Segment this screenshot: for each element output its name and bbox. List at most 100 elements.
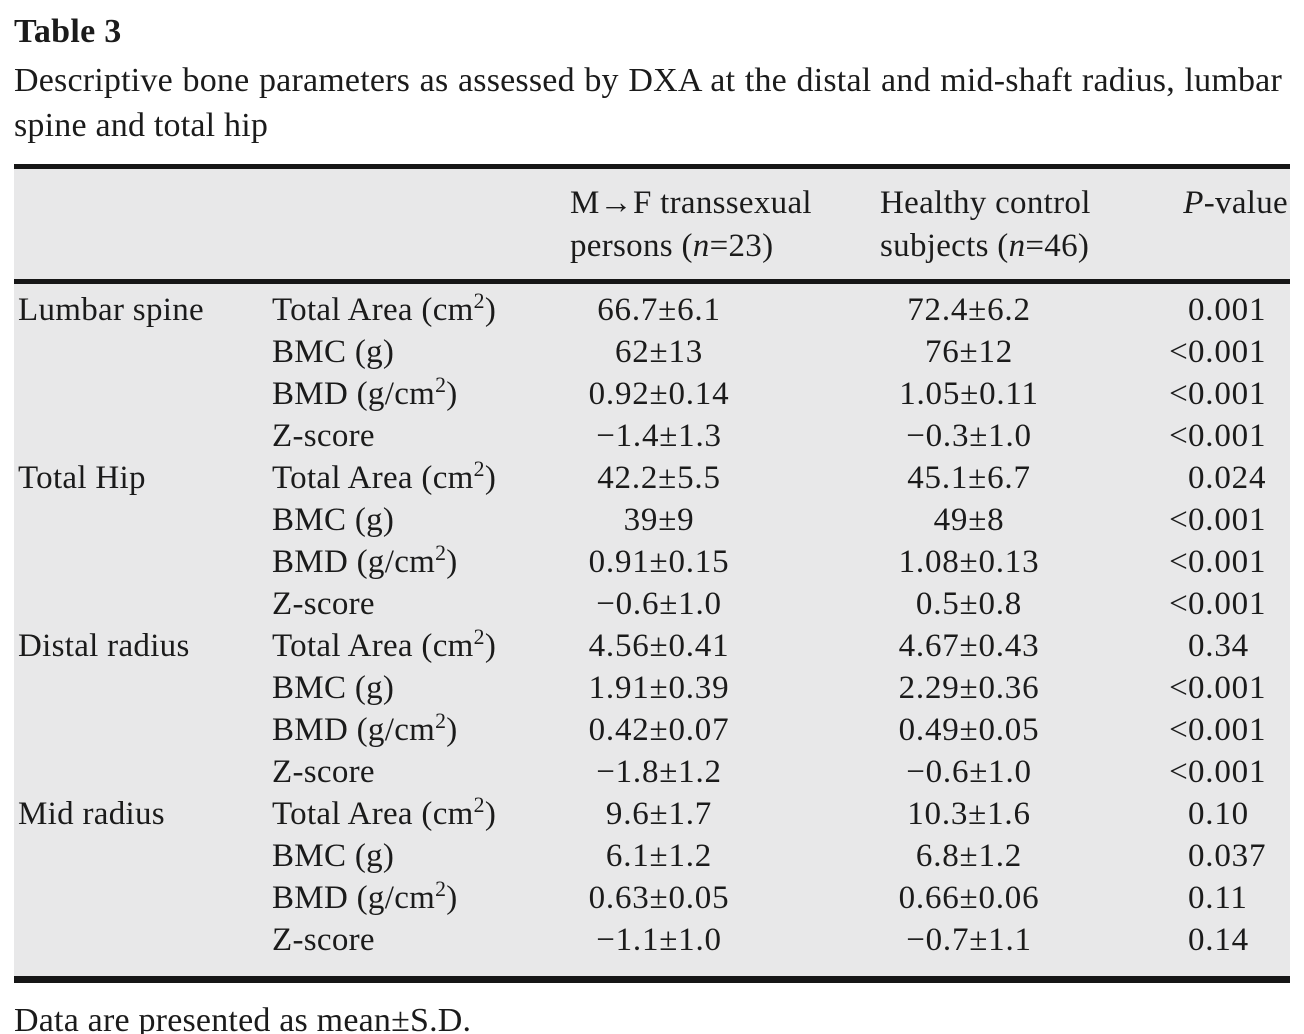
control-value: 1.05±0.11 [899, 376, 1039, 412]
region-label [14, 667, 268, 709]
control-value: 1.08±0.13 [898, 544, 1040, 580]
transsexual-value: 66.7±6.1 [597, 292, 721, 328]
table-row: Z-score −1.1±1.0 −0.7±1.1 0.14 [14, 919, 1290, 980]
table-row: Lumbar spine Total Area (cm2) 66.7±6.1 7… [14, 282, 1290, 332]
parameter-label: BMD (g/cm2) [272, 541, 458, 580]
table-row: Z-score −0.6±1.0 0.5±0.8 <0.001 [14, 583, 1290, 625]
region-label: Mid radius [18, 796, 165, 832]
table-row: Mid radius Total Area (cm2) 9.6±1.7 10.3… [14, 793, 1290, 835]
region-label [14, 499, 268, 541]
p-value: <0.001 [1169, 712, 1267, 748]
parameter-label: BMD (g/cm2) [272, 373, 458, 412]
control-value: −0.6±1.0 [906, 754, 1032, 790]
control-value: 0.49±0.05 [898, 712, 1040, 748]
p-value: 0.024 [1188, 460, 1267, 496]
table-row: BMC (g) 1.91±0.39 2.29±0.36 <0.001 [14, 667, 1290, 709]
control-value: 45.1±6.7 [907, 460, 1031, 496]
table-body: Lumbar spine Total Area (cm2) 66.7±6.1 7… [14, 282, 1290, 980]
control-value: 4.67±0.43 [898, 628, 1040, 664]
header-control-group: Healthy control subjects (n=46) [876, 166, 1166, 284]
region-label [14, 709, 268, 751]
p-value: <0.001 [1169, 586, 1267, 622]
transsexual-value: 0.42±0.07 [588, 712, 730, 748]
header-parameter-blank [268, 166, 566, 284]
parameter-label: Total Area (cm2) [272, 457, 497, 496]
header-pvalue: P-value [1166, 166, 1290, 284]
region-label [14, 541, 268, 583]
parameter-label: BMC (g) [272, 670, 395, 706]
parameter-label: Z-score [272, 922, 375, 958]
region-label: Lumbar spine [18, 292, 204, 328]
region-label [14, 751, 268, 793]
header-transsexual-line2: persons (n=23) [570, 228, 774, 264]
table-row: Distal radius Total Area (cm2) 4.56±0.41… [14, 625, 1290, 667]
p-value: 0.14 [1188, 922, 1249, 958]
p-value: <0.001 [1169, 544, 1267, 580]
control-value: −0.7±1.1 [906, 922, 1032, 958]
region-label [14, 373, 268, 415]
transsexual-value: −0.6±1.0 [596, 586, 722, 622]
p-value: 0.10 [1188, 796, 1249, 832]
bone-parameters-table: M→F transsexual persons (n=23) Healthy c… [14, 164, 1290, 983]
parameter-label: Total Area (cm2) [272, 625, 497, 664]
parameter-label: Z-score [272, 754, 375, 790]
header-transsexual-line1: M→F transsexual [570, 185, 812, 221]
parameter-label: Z-score [272, 418, 375, 454]
control-value: 49±8 [933, 502, 1005, 538]
p-value: <0.001 [1169, 376, 1267, 412]
p-value: 0.001 [1188, 292, 1267, 328]
p-value: 0.037 [1188, 838, 1267, 874]
header-transsexual-group: M→F transsexual persons (n=23) [566, 166, 876, 284]
table-row: BMD (g/cm2) 0.63±0.05 0.66±0.06 0.11 [14, 877, 1290, 919]
parameter-label: BMD (g/cm2) [272, 877, 458, 916]
region-label [14, 877, 268, 919]
transsexual-value: 0.92±0.14 [588, 376, 730, 412]
region-label: Distal radius [18, 628, 190, 664]
transsexual-value: 4.56±0.41 [588, 628, 730, 664]
control-value: 76±12 [924, 334, 1014, 370]
transsexual-value: 62±13 [614, 334, 704, 370]
transsexual-value: −1.1±1.0 [596, 922, 722, 958]
table-row: BMC (g) 62±13 76±12 <0.001 [14, 331, 1290, 373]
parameter-label: BMC (g) [272, 838, 395, 874]
region-label [14, 583, 268, 625]
region-label [14, 415, 268, 457]
parameter-label: Z-score [272, 586, 375, 622]
transsexual-value: 9.6±1.7 [605, 796, 713, 832]
table-row: Z-score −1.4±1.3 −0.3±1.0 <0.001 [14, 415, 1290, 457]
transsexual-value: 6.1±1.2 [605, 838, 713, 874]
table-header: M→F transsexual persons (n=23) Healthy c… [14, 166, 1290, 284]
region-label: Total Hip [18, 460, 146, 496]
table-row: Z-score −1.8±1.2 −0.6±1.0 <0.001 [14, 751, 1290, 793]
control-value: 72.4±6.2 [907, 292, 1031, 328]
p-value: 0.11 [1188, 880, 1248, 916]
region-label [14, 919, 268, 980]
transsexual-value: 1.91±0.39 [588, 670, 730, 706]
p-value: <0.001 [1169, 334, 1267, 370]
parameter-label: Total Area (cm2) [272, 793, 497, 832]
header-control-line1: Healthy control [880, 185, 1091, 221]
p-value: <0.001 [1169, 754, 1267, 790]
table-caption: Descriptive bone parameters as assessed … [14, 62, 1282, 144]
p-value: <0.001 [1169, 670, 1267, 706]
header-control-line2: subjects (n=46) [880, 228, 1090, 264]
parameter-label: BMC (g) [272, 502, 395, 538]
control-value: −0.3±1.0 [906, 418, 1032, 454]
transsexual-value: 42.2±5.5 [597, 460, 721, 496]
table-row: BMD (g/cm2) 0.42±0.07 0.49±0.05 <0.001 [14, 709, 1290, 751]
control-value: 0.5±0.8 [915, 586, 1023, 622]
transsexual-value: −1.4±1.3 [596, 418, 722, 454]
table-row: BMC (g) 6.1±1.2 6.8±1.2 0.037 [14, 835, 1290, 877]
table-footnote: Data are presented as mean±S.D. [14, 1002, 472, 1034]
header-region-blank [14, 166, 268, 284]
region-label [14, 835, 268, 877]
table-row: BMD (g/cm2) 0.91±0.15 1.08±0.13 <0.001 [14, 541, 1290, 583]
control-value: 0.66±0.06 [898, 880, 1040, 916]
transsexual-value: 39±9 [623, 502, 695, 538]
table-row: Total Hip Total Area (cm2) 42.2±5.5 45.1… [14, 457, 1290, 499]
table-number-title: Table 3 [14, 13, 122, 50]
p-value: <0.001 [1169, 502, 1267, 538]
parameter-label: Total Area (cm2) [272, 289, 497, 328]
transsexual-value: 0.91±0.15 [588, 544, 730, 580]
